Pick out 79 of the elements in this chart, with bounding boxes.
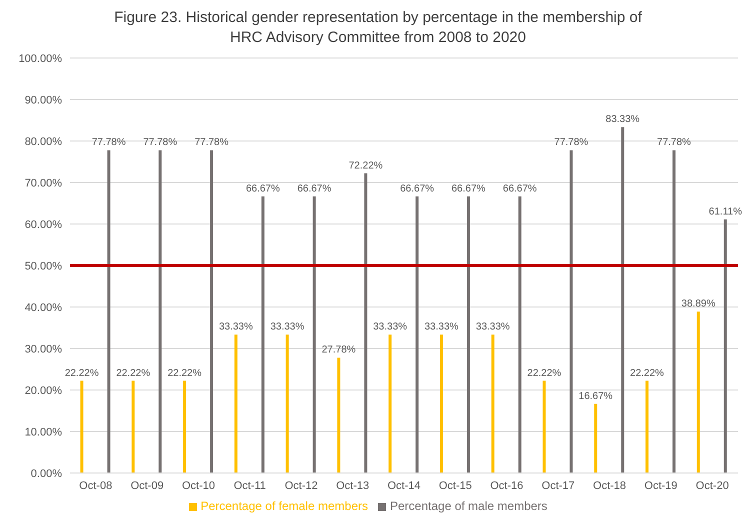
y-tick-label: 30.00% [24,343,62,356]
y-tick-label: 0.00% [30,468,62,480]
y-tick-label: 40.00% [24,302,62,314]
bar [594,404,598,473]
bar [107,150,110,473]
data-label: 77.78% [92,137,126,148]
bar [416,196,419,473]
y-tick-label: 10.00% [24,426,62,438]
data-label: 66.67% [246,183,280,194]
data-label: 33.33% [424,322,459,333]
bar [210,150,214,473]
bar [466,196,470,473]
bar [337,358,340,473]
chart-title: Figure 23. Historical gender representation by percentage in the membership of HRC Advisory Committee from 2008 to 2020 [113,8,643,48]
bar [261,196,264,473]
data-label: 33.33% [270,322,304,333]
bar [286,334,289,473]
data-label: 77.78% [143,137,178,148]
legend-label: Percentage of female members [200,499,368,513]
data-label: 22.22% [630,368,664,379]
x-tick-label: Oct-19 [644,480,678,492]
x-tick-label: Oct-11 [234,480,266,492]
y-tick-label: 50.00% [24,260,62,272]
bar [724,219,727,473]
bar [518,196,522,473]
data-label: 38.89% [681,298,716,310]
x-tick-label: Oct-13 [336,480,370,492]
bar [234,334,238,473]
y-tick-label: 80.00% [24,136,62,148]
data-label: 66.67% [400,183,434,194]
x-tick-label: Oct-15 [438,480,472,492]
x-tick-label: Oct-20 [696,480,729,492]
data-label: 83.33% [606,114,640,126]
bar [80,380,84,473]
y-tick-label: 70.00% [24,177,62,190]
data-label: 66.67% [297,183,332,194]
x-tick-label: Oct-17 [542,480,575,492]
x-tick-label: Oct-10 [182,480,215,492]
data-label: 66.67% [452,183,486,194]
bar [646,380,649,473]
x-tick-label: Oct-09 [130,480,164,492]
bar [183,380,186,473]
data-label: 22.22% [64,368,99,379]
bar [491,334,494,473]
x-tick-label: Oct-12 [284,480,318,492]
bar [672,150,676,473]
bar [570,150,573,473]
bar [312,196,316,473]
bar [696,312,700,473]
data-label: 27.78% [322,344,356,356]
y-tick-label: 20.00% [24,384,62,397]
x-tick-label: Oct-18 [593,480,626,492]
data-label: 22.22% [116,368,150,379]
bar [542,380,546,473]
data-label: 77.78% [194,137,229,148]
bar [440,334,443,473]
bar [388,334,392,473]
bar [364,173,368,473]
data-label: 22.22% [168,368,202,379]
x-tick-label: Oct-14 [387,480,421,492]
data-label: 77.78% [554,137,588,148]
x-tick-label: Oct-16 [490,480,524,492]
data-label: 61.11% [708,206,742,218]
bar [158,150,162,473]
x-tick-label: Oct-08 [79,480,112,492]
bar [621,127,624,473]
legend-label: Percentage of male members [390,499,548,513]
data-label: 66.67% [502,183,537,194]
data-label: 33.33% [373,322,408,333]
data-label: 33.33% [476,322,510,333]
data-label: 16.67% [578,390,613,402]
y-tick-label: 90.00% [24,94,62,106]
bar [132,380,135,473]
data-label: 22.22% [527,368,562,379]
y-tick-label: 100.00% [18,52,62,65]
data-label: 77.78% [657,137,692,148]
data-label: 72.22% [348,160,383,172]
y-tick-label: 60.00% [24,218,62,231]
data-label: 33.33% [218,322,253,333]
